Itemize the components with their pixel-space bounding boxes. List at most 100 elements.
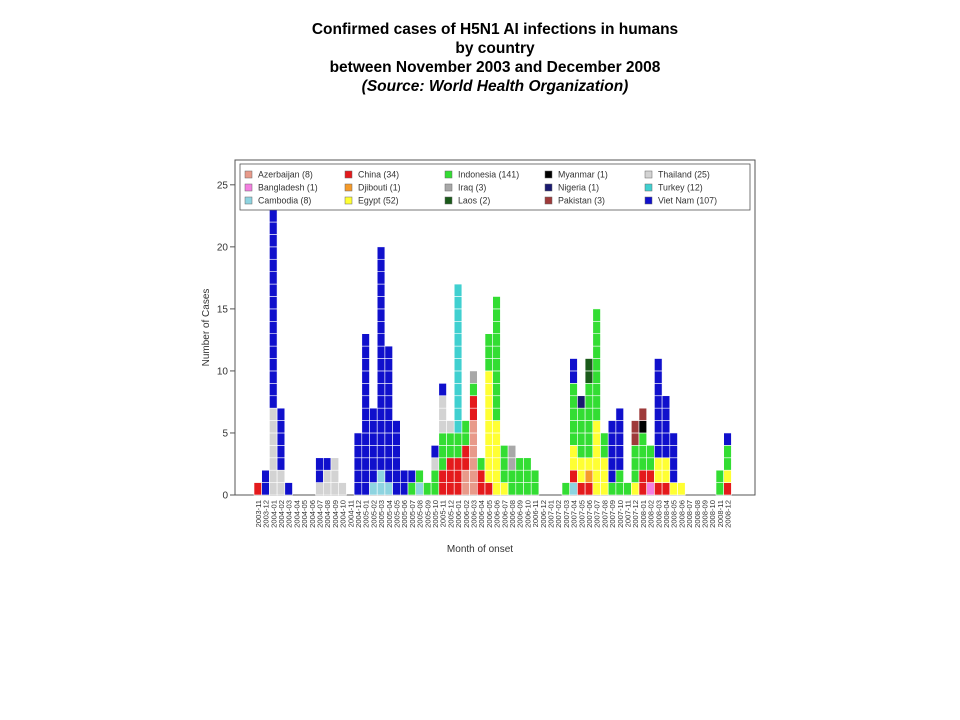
bar-segment	[638, 469, 647, 483]
bar-segment	[592, 383, 601, 397]
bar-segment	[715, 482, 724, 496]
bar-segment	[669, 469, 678, 483]
bar-segment	[630, 445, 640, 459]
x-tick-label: 2008-08	[693, 500, 702, 528]
bar-segment	[715, 469, 724, 483]
bar-segment	[369, 469, 378, 483]
bar-segment	[361, 383, 370, 397]
bar-segment	[592, 469, 601, 483]
bar-segment	[330, 457, 339, 471]
bar-segment	[654, 445, 663, 459]
bar-segment	[269, 370, 278, 384]
x-tick-label: 2004-05	[300, 500, 309, 528]
bar-segment	[369, 457, 378, 471]
x-tick-label: 2004-07	[315, 500, 324, 528]
bar-segment	[323, 457, 332, 471]
bar-segment	[430, 457, 440, 471]
bar-segment	[369, 407, 378, 421]
bar-segment	[584, 395, 594, 409]
bar-segment	[515, 482, 524, 496]
bar-segment	[453, 469, 463, 483]
bar-segment	[276, 469, 286, 483]
bar-segment	[569, 469, 578, 483]
legend-label: China (34)	[358, 170, 399, 180]
chart-title-line-1: Confirmed cases of H5N1 AI infections in…	[311, 21, 679, 38]
x-tick-label: 2006-12	[539, 500, 548, 528]
bar-segment	[584, 358, 594, 372]
x-tick-label: 2006-10	[523, 500, 532, 528]
bar-segment	[661, 407, 671, 421]
bar-segment	[484, 457, 493, 471]
bar-segment	[661, 432, 671, 446]
x-tick-label: 2005-01	[362, 500, 371, 528]
bar-segment	[484, 482, 493, 496]
bar-segment	[376, 333, 386, 347]
x-tick-label: 2007-11	[623, 500, 632, 527]
x-tick-label: 2006-06	[493, 500, 502, 528]
x-tick-label: 2006-07	[500, 500, 509, 528]
bar-segment	[592, 482, 601, 496]
y-tick-label: 25	[217, 180, 229, 191]
bar-segment	[315, 482, 324, 496]
bar-segment	[469, 457, 478, 471]
legend-swatch	[444, 183, 453, 192]
bar-segment	[353, 469, 363, 483]
legend-label: Nigeria (1)	[558, 183, 599, 193]
bar-segment	[461, 432, 470, 446]
bar-segment	[269, 258, 278, 272]
bar-segment	[592, 308, 601, 322]
bar-segment	[600, 482, 609, 496]
bar-segment	[577, 395, 586, 409]
bar-segment	[384, 445, 393, 459]
bar-segment	[584, 370, 594, 384]
bar-segment	[630, 432, 640, 446]
legend-swatch	[244, 170, 253, 179]
bar-segment	[461, 482, 470, 496]
bar-segment	[638, 445, 647, 459]
chart-source-line: (Source: World Health Organization)	[361, 78, 629, 95]
bar-segment	[723, 445, 732, 459]
legend: Azerbaijan (8) Bangladesh (1) Cambodia (8)…	[239, 163, 751, 211]
bar-segment	[600, 457, 609, 471]
bar-segment	[269, 383, 278, 397]
bar-segment	[492, 320, 501, 335]
bar-segment	[446, 420, 455, 434]
bar-segment	[438, 457, 447, 471]
bar-segment	[492, 383, 501, 397]
x-tick-label: 2005-07	[408, 500, 417, 528]
bar-segment	[592, 358, 601, 372]
legend-label: Djibouti (1)	[358, 183, 401, 193]
bar-segment	[507, 482, 517, 496]
bar-segment	[453, 482, 463, 496]
x-tick-label: 2004-11	[346, 500, 355, 527]
legend-swatch	[244, 196, 253, 205]
x-tick-label: 2004-06	[308, 500, 317, 528]
bar-segment	[638, 482, 647, 496]
bar-segment	[438, 420, 447, 434]
legend-label: Turkey (12)	[658, 183, 703, 193]
bar-segment	[661, 395, 671, 409]
bar-segment	[515, 457, 524, 471]
x-tick-label: 2004-10	[339, 500, 348, 528]
bar-segment	[638, 420, 647, 434]
bar-segment	[276, 457, 286, 471]
x-tick-label: 2007-05	[577, 500, 586, 528]
bar-segment	[276, 432, 286, 446]
bar-segment	[569, 395, 578, 409]
legend-swatch	[444, 170, 453, 179]
bar-segment	[492, 420, 501, 434]
bar-segment	[453, 445, 463, 459]
bar-segment	[607, 420, 617, 434]
bar-segment	[561, 482, 570, 496]
bar-segment	[569, 370, 578, 384]
bar-segment	[376, 320, 386, 335]
bar-segment	[384, 358, 393, 372]
bar-segment	[453, 432, 463, 446]
bar-segment	[361, 358, 370, 372]
bar-segment	[723, 482, 732, 496]
x-tick-label: 2008-04	[662, 500, 671, 528]
bar-segment	[384, 370, 393, 384]
bar-segment	[654, 457, 663, 471]
x-tick-label: 2007-12	[631, 500, 640, 528]
x-tick-label: 2007-07	[593, 500, 602, 528]
